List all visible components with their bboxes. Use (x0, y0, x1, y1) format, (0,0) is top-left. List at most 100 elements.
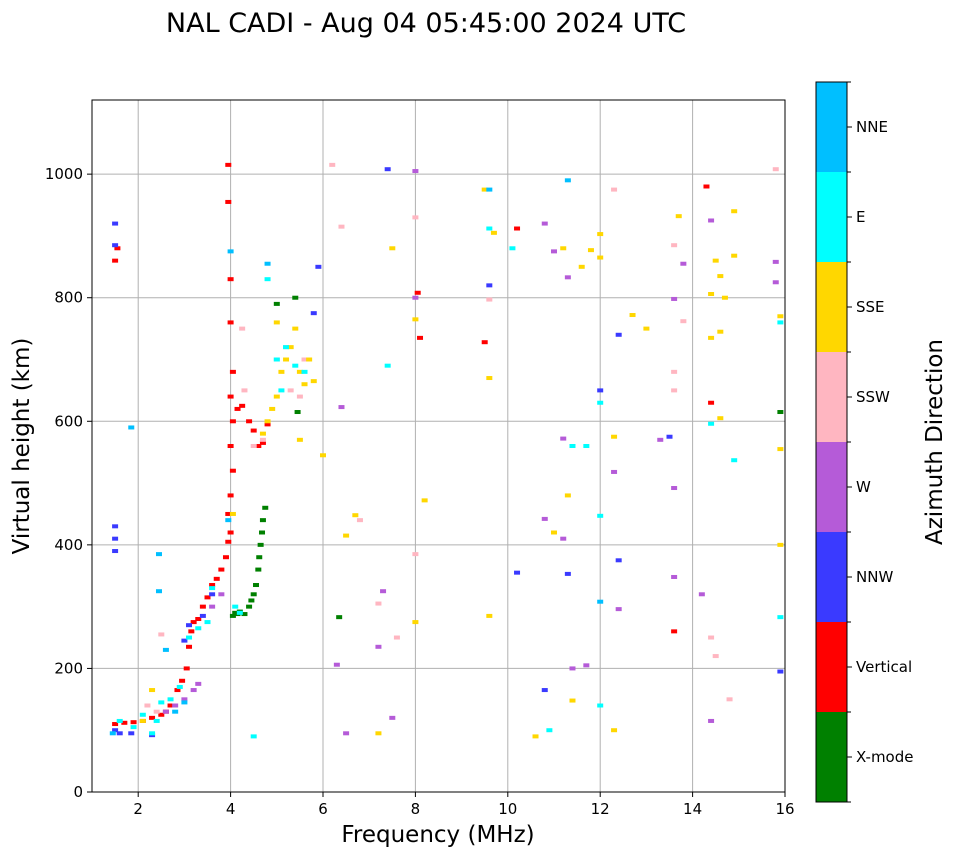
data-point-sse (273, 320, 280, 325)
data-point-nne (564, 178, 571, 183)
data-point-sse (708, 292, 715, 297)
data-point-ssw (296, 394, 303, 399)
data-point-e (176, 684, 183, 689)
data-point-e (232, 604, 239, 609)
data-point-vertical (222, 555, 229, 560)
data-point-sse (717, 274, 724, 279)
data-point-sse (229, 511, 236, 516)
data-point-vertical (417, 335, 424, 340)
data-point-nnw (112, 728, 119, 733)
data-point-e (250, 734, 257, 739)
data-point-e (149, 731, 156, 736)
data-point-w (671, 296, 678, 301)
data-point-ssw (259, 437, 266, 442)
data-point-vertical (481, 340, 488, 345)
data-point-vertical (414, 290, 421, 295)
data-point-nnw (666, 434, 673, 439)
data-point-e (273, 357, 280, 362)
data-point-sse (296, 437, 303, 442)
data-point-nnw (112, 243, 119, 248)
data-point-nne (227, 249, 234, 254)
data-point-w (615, 607, 622, 612)
data-point-e (546, 728, 553, 733)
data-point-nnw (199, 613, 206, 618)
data-point-w (162, 709, 169, 714)
data-point-sse (731, 253, 738, 258)
data-point-vertical (255, 444, 262, 448)
data-point-sse (301, 382, 308, 387)
data-point-x-mode (256, 555, 263, 560)
data-point-vertical (190, 620, 197, 625)
x-tick-label: 6 (318, 800, 328, 818)
data-point-nne (162, 647, 169, 652)
data-point-ssw (412, 215, 419, 220)
data-point-sse (777, 447, 784, 452)
y-tick-label: 200 (54, 659, 83, 677)
data-point-ssw (712, 654, 719, 659)
data-point-w (708, 218, 715, 223)
data-point-ssw (338, 224, 345, 229)
data-point-vertical (218, 567, 225, 572)
data-point-w (671, 486, 678, 491)
data-point-ssw (153, 709, 160, 714)
data-point-sse (278, 369, 285, 374)
data-point-e (236, 610, 243, 615)
x-tick-label: 10 (498, 800, 517, 818)
colorbar: X-mode Vertical NNW W SSW SSE E NNE (815, 81, 913, 803)
data-point-sse (149, 688, 156, 693)
data-point-w (209, 604, 216, 609)
data-point-nnw (128, 731, 135, 736)
colorbar-segment (816, 622, 847, 712)
data-point-sse (389, 246, 396, 251)
data-point-ssw (287, 388, 294, 393)
data-point-vertical (264, 422, 271, 427)
data-point-vertical (204, 595, 211, 600)
data-point-ssw (144, 703, 151, 708)
data-point-w (708, 718, 715, 723)
data-point-sse (264, 419, 271, 424)
data-point-sse (712, 258, 719, 263)
data-point-x-mode (255, 567, 262, 572)
data-point-vertical (158, 712, 165, 717)
data-point-vertical (225, 199, 232, 204)
data-point-sse (560, 246, 567, 251)
data-point-vertical (195, 617, 202, 621)
data-point-sse (343, 533, 350, 538)
data-point-vertical (229, 369, 236, 374)
data-point-e (509, 246, 516, 251)
y-tick-label: 600 (54, 412, 83, 430)
data-point-vertical (130, 720, 137, 725)
data-point-sse (139, 718, 146, 723)
data-point-ssw (772, 167, 779, 172)
data-point-sse (587, 248, 594, 253)
colorbar-segment (816, 172, 847, 262)
y-tick-label: 0 (73, 783, 83, 801)
data-point-sse (320, 453, 326, 458)
data-point-vertical (174, 688, 181, 693)
data-point-e (384, 363, 391, 368)
colorbar-tick-label: SSW (856, 388, 890, 406)
data-point-e (569, 444, 576, 448)
data-point-w (380, 589, 387, 594)
data-point-vertical (246, 419, 253, 424)
data-point-sse (708, 335, 715, 340)
data-point-sse (481, 187, 488, 192)
data-point-e (486, 226, 493, 231)
data-point-vertical (229, 468, 236, 473)
data-point-e (264, 277, 271, 282)
data-point-e (186, 635, 193, 640)
data-point-w (541, 221, 548, 226)
data-point-sse (629, 313, 636, 318)
data-point-x-mode (259, 518, 266, 523)
colorbar-tick-label: SSE (856, 298, 885, 316)
data-point-x-mode (248, 598, 255, 603)
data-point-sse (352, 513, 359, 518)
data-point-vertical (227, 444, 234, 448)
data-point-sse (597, 232, 604, 237)
colorbar-tick-label: Vertical (856, 658, 912, 676)
colorbar-segment (816, 352, 847, 442)
data-point-w (190, 688, 197, 693)
data-point-x-mode (253, 583, 260, 588)
data-point-nnw (112, 221, 119, 226)
data-point-sse (283, 357, 290, 362)
